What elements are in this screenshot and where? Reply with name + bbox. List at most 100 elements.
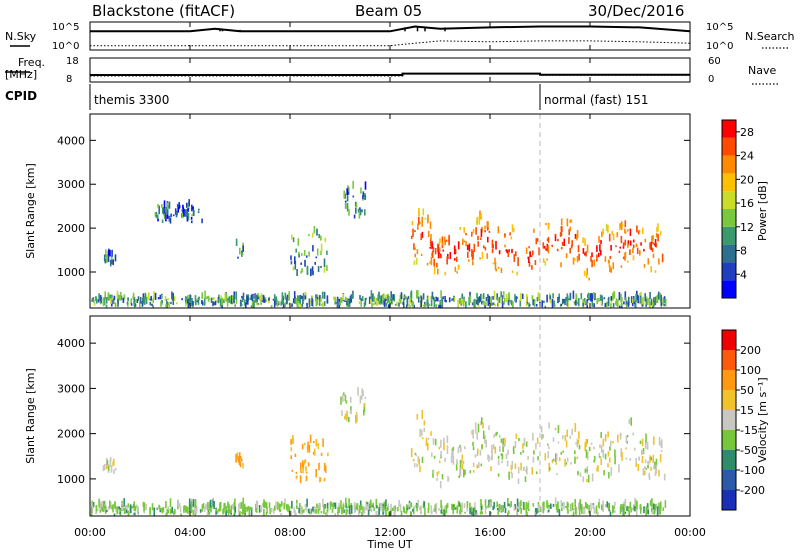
power-cell [492,302,495,306]
velocity-cell [578,502,580,510]
velocity-cell [167,506,169,510]
power-cell [615,245,617,248]
power-cell [234,304,236,307]
power-colorbar-swatch [722,191,736,209]
power-cell [432,296,435,300]
power-cell [212,301,214,307]
power-cell [242,245,244,252]
power-cell [213,301,215,306]
velocity-cell [110,501,112,509]
power-cell [184,296,187,303]
power-cell [363,302,366,307]
power-cell [600,250,602,256]
power-cell [554,233,557,236]
power-cell [607,224,609,233]
velocity-cell [610,467,613,473]
velocity-cell [460,446,462,453]
power-cell [577,245,580,253]
velocity-cell [194,499,197,508]
power-cell [165,207,167,211]
power-cell [197,299,199,302]
velocity-colorbar-tick-label: -200 [740,484,765,497]
velocity-cell [122,507,125,511]
power-cell [318,233,320,239]
power-cell [424,301,426,307]
velocity-cell [660,450,663,453]
velocity-cell [416,414,419,420]
station-title: Blackstone (fitACF) [92,2,235,20]
velocity-cell [240,502,243,509]
velocity-cell [630,417,632,426]
velocity-cell [451,453,453,456]
time-tick-label: 16:00 [474,526,506,539]
power-cell [485,297,488,302]
velocity-cell [370,499,372,507]
velocity-cell [301,506,303,515]
power-cell [642,297,644,305]
velocity-cell [502,509,504,512]
power-cell [442,249,445,252]
power-cell [436,262,438,268]
power-cell [476,292,478,299]
power-cell [620,265,623,268]
power-cell [348,209,350,216]
velocity-cell [280,513,282,516]
velocity-cell [593,460,595,463]
velocity-cell [512,446,515,454]
velocity-colorbar-swatch [722,450,736,470]
power-cell [453,245,456,255]
velocity-cell [598,506,600,509]
velocity-cell [517,466,520,474]
velocity-cell [542,434,544,439]
velocity-cell [367,508,370,516]
velocity-cell [558,509,561,516]
power-cell [235,298,238,304]
power-cell [216,299,219,303]
power-cell [228,296,231,303]
power-cell [580,293,583,300]
power-cell [214,300,217,306]
velocity-cell [318,462,320,471]
velocity-cell [481,417,483,425]
power-cell [651,300,654,307]
velocity-cell [341,507,343,515]
time-axis-ticks: 00:00 04:00 08:00 12:00 16:00 20:00 00:00 [74,22,706,539]
velocity-cell [119,509,122,512]
power-cell [481,301,483,305]
power-cell [644,238,647,243]
power-cell [480,213,482,220]
velocity-cell [500,438,503,443]
power-cell [154,212,157,217]
velocity-cell [596,467,598,472]
velocity-cell [446,445,449,454]
velocity-cell [143,510,146,514]
velocity-cell [290,455,292,460]
power-cell [444,241,446,246]
power-cell [306,266,309,275]
velocity-cell [360,504,363,511]
velocity-cell [500,509,502,512]
velocity-cell [626,440,628,444]
velocity-cell [397,507,399,512]
velocity-cell [626,434,629,438]
power-cell [463,227,465,233]
velocity-cell [648,472,650,478]
power-cell [431,250,434,258]
power-cell [508,294,511,303]
velocity-cell [348,498,350,507]
power-cell [172,214,175,217]
velocity-cell [287,504,289,513]
velocity-cell [472,446,475,450]
power-cell [260,293,263,302]
power-cell [295,248,297,253]
velocity-cell [412,509,414,512]
power-cell [181,209,183,212]
velocity-cell [347,505,349,509]
power-cell [420,233,422,241]
velocity-cell [525,505,528,514]
velocity-cell [118,506,120,510]
power-cell [507,299,510,306]
power-cell [184,209,187,217]
velocity-cell [263,508,265,516]
